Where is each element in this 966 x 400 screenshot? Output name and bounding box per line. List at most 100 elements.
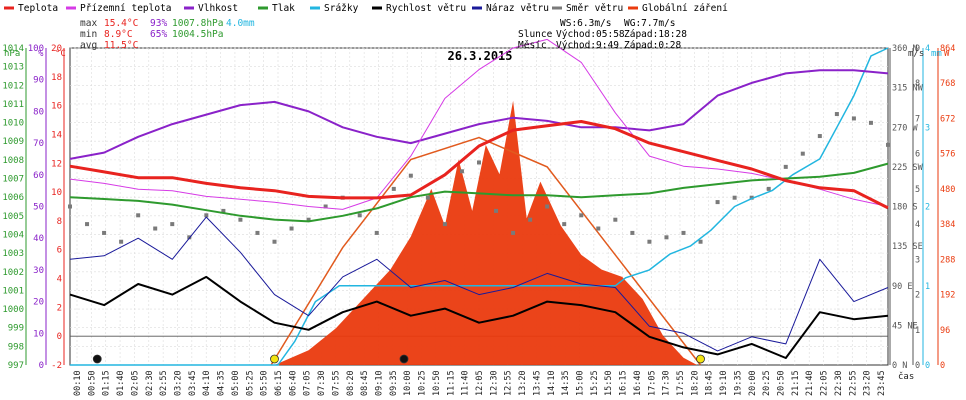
series-wind-direction-point (494, 208, 499, 213)
axis-pressure-tick: 1012 (2, 81, 24, 91)
x-tick-label: 13:20 (518, 370, 528, 396)
stats-min-humidity: 65% (150, 29, 167, 40)
series-wind-direction-point (613, 217, 618, 222)
axis-pressure-tick: 1011 (2, 100, 24, 110)
x-tick-label: 11:15 (446, 370, 456, 396)
series-wind-direction-point (562, 222, 567, 227)
series-wind-gust-line (69, 216, 889, 352)
marker-sunset (696, 354, 705, 364)
series-wind-direction-point (136, 213, 141, 218)
axis-temperature-tick: 0 (57, 332, 62, 342)
x-tick-label: 17:30 (662, 370, 672, 396)
axis-pressure-tick: 1001 (2, 286, 24, 296)
axis-rain-tick: 2 (925, 203, 930, 213)
series-wind-direction-point (596, 226, 601, 231)
x-tick-label: 20:25 (762, 370, 772, 396)
series-wind-direction-point (68, 204, 72, 209)
astro-sun-rise: Východ:05:58 (556, 29, 625, 40)
series-wind-direction-point (442, 222, 447, 227)
stats-min-pressure: 1004.5hPa (172, 29, 223, 40)
stats-max-pressure: 1007.8hPa (172, 18, 223, 29)
axis-wind-tick: 0 (915, 361, 920, 371)
axis-wind-tick: 6 (915, 150, 920, 160)
astro-sun-set: Západ:18:28 (624, 29, 687, 40)
axis-temperature-tick: -2 (51, 361, 62, 371)
series-wind-direction-point (221, 208, 226, 213)
legend-label: Teplota (18, 3, 58, 14)
axis-humidity-tick: 10 (33, 329, 44, 339)
legend-label: Rychlost větru (386, 3, 466, 14)
series-wind-direction-point (187, 235, 192, 240)
axis-radiation-tick: 480 (940, 185, 955, 195)
astro-moon-label: Měsíc (518, 40, 547, 51)
axis-pressure-tick: 1007 (2, 175, 24, 185)
series-wind-direction-point (255, 230, 260, 235)
axis-rain-tick: 1 (925, 282, 930, 292)
x-tick-label: 21:40 (805, 370, 815, 396)
axis-temperature-tick: 10 (51, 188, 62, 198)
x-tick-label: 02:05 (130, 370, 140, 396)
axis-temperature-tick: 16 (51, 102, 62, 112)
x-tick-label: 22:30 (834, 370, 844, 396)
axis-radiation-tick: 768 (940, 79, 955, 89)
axis-rain-tick: 0 (925, 361, 930, 371)
series-wind-direction-point (834, 112, 839, 117)
x-tick-label: 20:00 (748, 370, 758, 396)
axis-temperature-tick: 6 (57, 246, 62, 256)
axis-direction-tick: 315 NW (892, 84, 924, 94)
axis-pressure-tick: 1009 (2, 137, 24, 147)
axis-temperature-tick: 12 (51, 159, 62, 169)
x-tick-label: 04:35 (217, 370, 227, 396)
axis-radiation-tick: 384 (940, 220, 955, 230)
axis-pressure-tick: 997 (8, 361, 24, 371)
axis-pressure-unit: hPa (4, 49, 20, 59)
axis-humidity-tick: 0 (39, 361, 44, 371)
axis-direction-tick: 180 S (892, 203, 918, 213)
x-tick-label: 05:50 (260, 370, 270, 396)
series-wind-direction-point (528, 217, 533, 222)
astro-moon-set: Západ:0:28 (624, 40, 681, 51)
x-tick-label: 10:00 (403, 370, 413, 396)
series-wind-direction-point (681, 230, 686, 235)
x-tick-label: 12:30 (489, 370, 499, 396)
axis-temperature-tick: 4 (57, 275, 62, 285)
series-wind-direction-point (851, 116, 856, 121)
legend-label: Náraz větru (486, 3, 549, 14)
x-tick-label: 15:00 (576, 370, 586, 396)
series-pressure-line (69, 162, 889, 223)
x-tick-label: 02:30 (145, 370, 155, 396)
axis-radiation-tick: 96 (940, 326, 950, 336)
axis-temperature-tick: 20 (51, 44, 62, 54)
series-wind-direction-point (425, 195, 430, 200)
series-wind-direction-point (306, 217, 311, 222)
x-tick-label: 13:45 (532, 370, 542, 396)
series-radiation-clear-sky (270, 136, 702, 366)
series-wind-direction-point (477, 160, 481, 165)
axis-pressure-tick: 1006 (2, 193, 24, 203)
x-tick-label: 14:10 (547, 370, 557, 396)
x-tick-label: 17:55 (676, 370, 686, 396)
x-tick-label: 01:15 (102, 370, 112, 396)
stats-avg-temp: 11.5°C (104, 40, 138, 51)
axis-radiation-tick: 0 (940, 361, 945, 371)
series-wind-direction-point (204, 213, 209, 218)
series-wind-direction-point (85, 222, 90, 227)
series-wind-direction-point (374, 230, 379, 235)
axis-wind-unit: m/s (908, 49, 924, 59)
axis-wind-tick: 4 (915, 220, 920, 230)
axis-pressure-tick: 1013 (2, 63, 24, 73)
axis-direction-tick: 45 NE (892, 321, 918, 331)
x-tick-label: 08:20 (346, 370, 356, 396)
legend-label: Globální záření (642, 3, 728, 14)
x-tick-label: 10:25 (418, 370, 428, 396)
series-wind-direction-point (664, 235, 669, 240)
x-tick-label: 19:10 (719, 370, 729, 396)
axis-humidity-tick: 60 (33, 171, 44, 181)
x-tick-label: 18:45 (705, 370, 715, 396)
marker-moonrise (399, 354, 409, 364)
series-wind-direction-point (868, 120, 873, 125)
axis-direction-tick: 270 W (892, 123, 918, 133)
axis-direction-tick: 90 E (892, 282, 912, 292)
